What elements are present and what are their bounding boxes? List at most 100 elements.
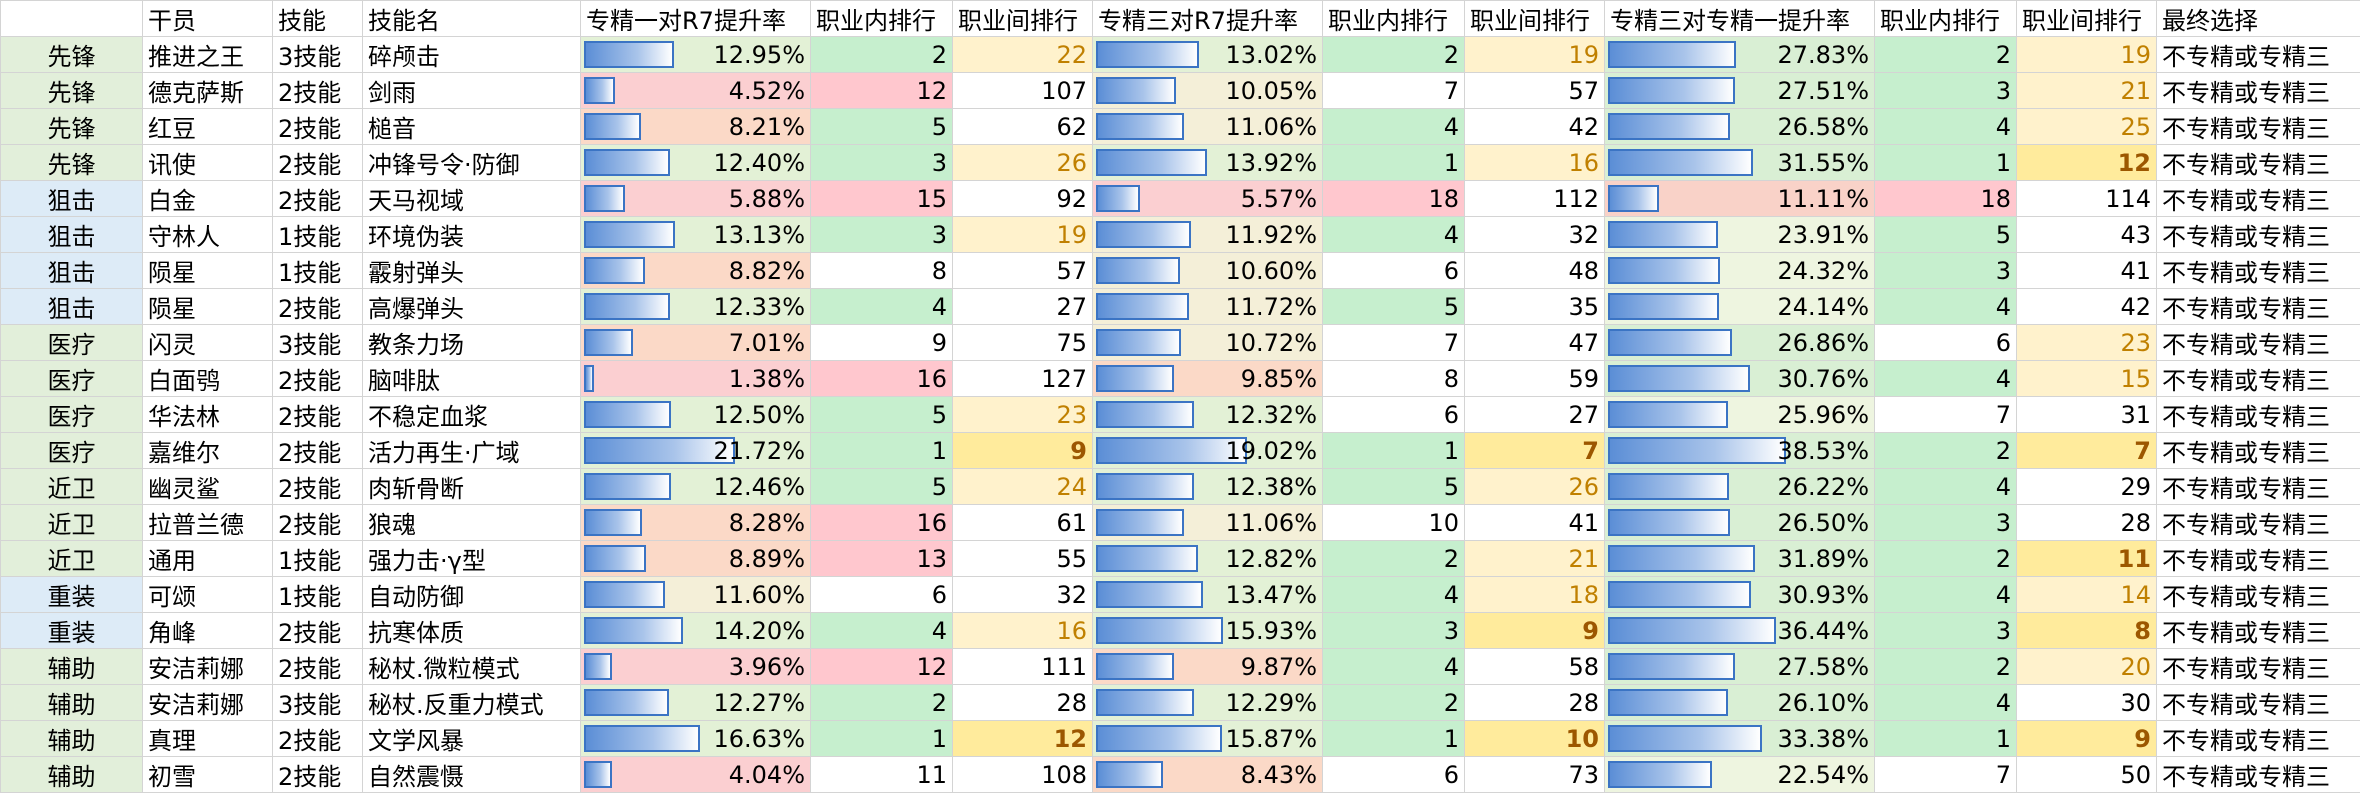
rank-between-cell: 42 bbox=[1465, 109, 1605, 145]
rank-within-cell: 5 bbox=[1323, 289, 1465, 325]
rate-value: 26.22% bbox=[1777, 473, 1869, 501]
rank-between-cell: 111 bbox=[953, 649, 1093, 685]
rate-cell: 31.89% bbox=[1605, 541, 1875, 577]
skill-cell: 2技能 bbox=[273, 433, 363, 469]
rank-between-cell: 57 bbox=[953, 253, 1093, 289]
rank-between-cell: 42 bbox=[2017, 289, 2157, 325]
rate-value: 11.11% bbox=[1777, 185, 1869, 213]
class-cell: 重装 bbox=[1, 577, 143, 613]
rank-between-cell: 20 bbox=[2017, 649, 2157, 685]
rank-between-cell: 26 bbox=[1465, 469, 1605, 505]
rank-within-cell: 2 bbox=[1875, 37, 2017, 73]
skill-name-cell: 肉斩骨断 bbox=[363, 469, 581, 505]
final-choice-cell: 不专精或专精三 bbox=[2157, 721, 2360, 757]
column-header: 最终选择 bbox=[2157, 1, 2360, 37]
rank-within-cell: 1 bbox=[811, 433, 953, 469]
rate-value: 27.58% bbox=[1777, 653, 1869, 681]
rank-within-cell: 3 bbox=[1323, 613, 1465, 649]
data-bar bbox=[1096, 365, 1174, 392]
rank-within-cell: 15 bbox=[811, 181, 953, 217]
rate-value: 30.76% bbox=[1777, 365, 1869, 393]
data-bar bbox=[1096, 113, 1184, 140]
data-bar bbox=[584, 329, 633, 356]
data-bar bbox=[1608, 401, 1728, 428]
rate-cell: 30.93% bbox=[1605, 577, 1875, 613]
data-bar bbox=[1608, 473, 1729, 500]
rate-value: 15.87% bbox=[1225, 725, 1317, 753]
data-bar bbox=[584, 473, 671, 500]
final-choice-cell: 不专精或专精三 bbox=[2157, 541, 2360, 577]
skill-cell: 2技能 bbox=[273, 109, 363, 145]
rank-within-cell: 3 bbox=[811, 145, 953, 181]
rate-value: 1.38% bbox=[729, 365, 805, 393]
rank-within-cell: 4 bbox=[1875, 361, 2017, 397]
skill-cell: 2技能 bbox=[273, 469, 363, 505]
rank-between-cell: 21 bbox=[2017, 73, 2157, 109]
rate-value: 31.55% bbox=[1777, 149, 1869, 177]
rate-cell: 3.96% bbox=[581, 649, 811, 685]
rank-between-cell: 59 bbox=[1465, 361, 1605, 397]
rank-within-cell: 4 bbox=[1875, 577, 2017, 613]
data-bar bbox=[584, 581, 665, 608]
rank-within-cell: 7 bbox=[1323, 325, 1465, 361]
rank-within-cell: 4 bbox=[1323, 649, 1465, 685]
skill-cell: 2技能 bbox=[273, 757, 363, 793]
rate-value: 12.40% bbox=[713, 149, 805, 177]
rank-between-cell: 7 bbox=[1465, 433, 1605, 469]
rank-between-cell: 8 bbox=[2017, 613, 2157, 649]
rate-cell: 8.43% bbox=[1093, 757, 1323, 793]
rate-value: 12.38% bbox=[1225, 473, 1317, 501]
rate-cell: 24.14% bbox=[1605, 289, 1875, 325]
rank-within-cell: 4 bbox=[1875, 109, 2017, 145]
rank-within-cell: 3 bbox=[1875, 73, 2017, 109]
data-bar bbox=[1608, 581, 1751, 608]
column-header: 职业内排行 bbox=[1323, 1, 1465, 37]
rank-between-cell: 15 bbox=[2017, 361, 2157, 397]
rank-within-cell: 7 bbox=[1875, 397, 2017, 433]
rank-within-cell: 8 bbox=[811, 253, 953, 289]
rate-value: 10.72% bbox=[1225, 329, 1317, 357]
final-choice-cell: 不专精或专精三 bbox=[2157, 145, 2360, 181]
rate-cell: 8.89% bbox=[581, 541, 811, 577]
skill-name-cell: 狼魂 bbox=[363, 505, 581, 541]
rank-between-cell: 30 bbox=[2017, 685, 2157, 721]
rate-value: 24.14% bbox=[1777, 293, 1869, 321]
class-cell: 医疗 bbox=[1, 361, 143, 397]
rate-cell: 13.92% bbox=[1093, 145, 1323, 181]
data-bar bbox=[1096, 725, 1222, 752]
class-cell: 先锋 bbox=[1, 145, 143, 181]
class-cell: 狙击 bbox=[1, 289, 143, 325]
data-bar bbox=[1608, 257, 1720, 284]
rank-between-cell: 31 bbox=[2017, 397, 2157, 433]
class-cell: 辅助 bbox=[1, 685, 143, 721]
skill-cell: 2技能 bbox=[273, 721, 363, 757]
rank-within-cell: 1 bbox=[1323, 433, 1465, 469]
rate-cell: 16.63% bbox=[581, 721, 811, 757]
rank-between-cell: 7 bbox=[2017, 433, 2157, 469]
rank-within-cell: 6 bbox=[1323, 397, 1465, 433]
rank-within-cell: 3 bbox=[1875, 505, 2017, 541]
rate-cell: 15.87% bbox=[1093, 721, 1323, 757]
rank-between-cell: 27 bbox=[953, 289, 1093, 325]
final-choice-cell: 不专精或专精三 bbox=[2157, 217, 2360, 253]
rank-within-cell: 12 bbox=[811, 649, 953, 685]
final-choice-cell: 不专精或专精三 bbox=[2157, 397, 2360, 433]
rate-cell: 10.72% bbox=[1093, 325, 1323, 361]
rank-between-cell: 48 bbox=[1465, 253, 1605, 289]
skill-cell: 2技能 bbox=[273, 145, 363, 181]
rate-value: 27.83% bbox=[1777, 41, 1869, 69]
rate-cell: 33.38% bbox=[1605, 721, 1875, 757]
rate-cell: 5.88% bbox=[581, 181, 811, 217]
operator-cell: 讯使 bbox=[143, 145, 273, 181]
data-bar bbox=[1608, 725, 1762, 752]
data-bar bbox=[1608, 437, 1786, 464]
rate-cell: 11.92% bbox=[1093, 217, 1323, 253]
